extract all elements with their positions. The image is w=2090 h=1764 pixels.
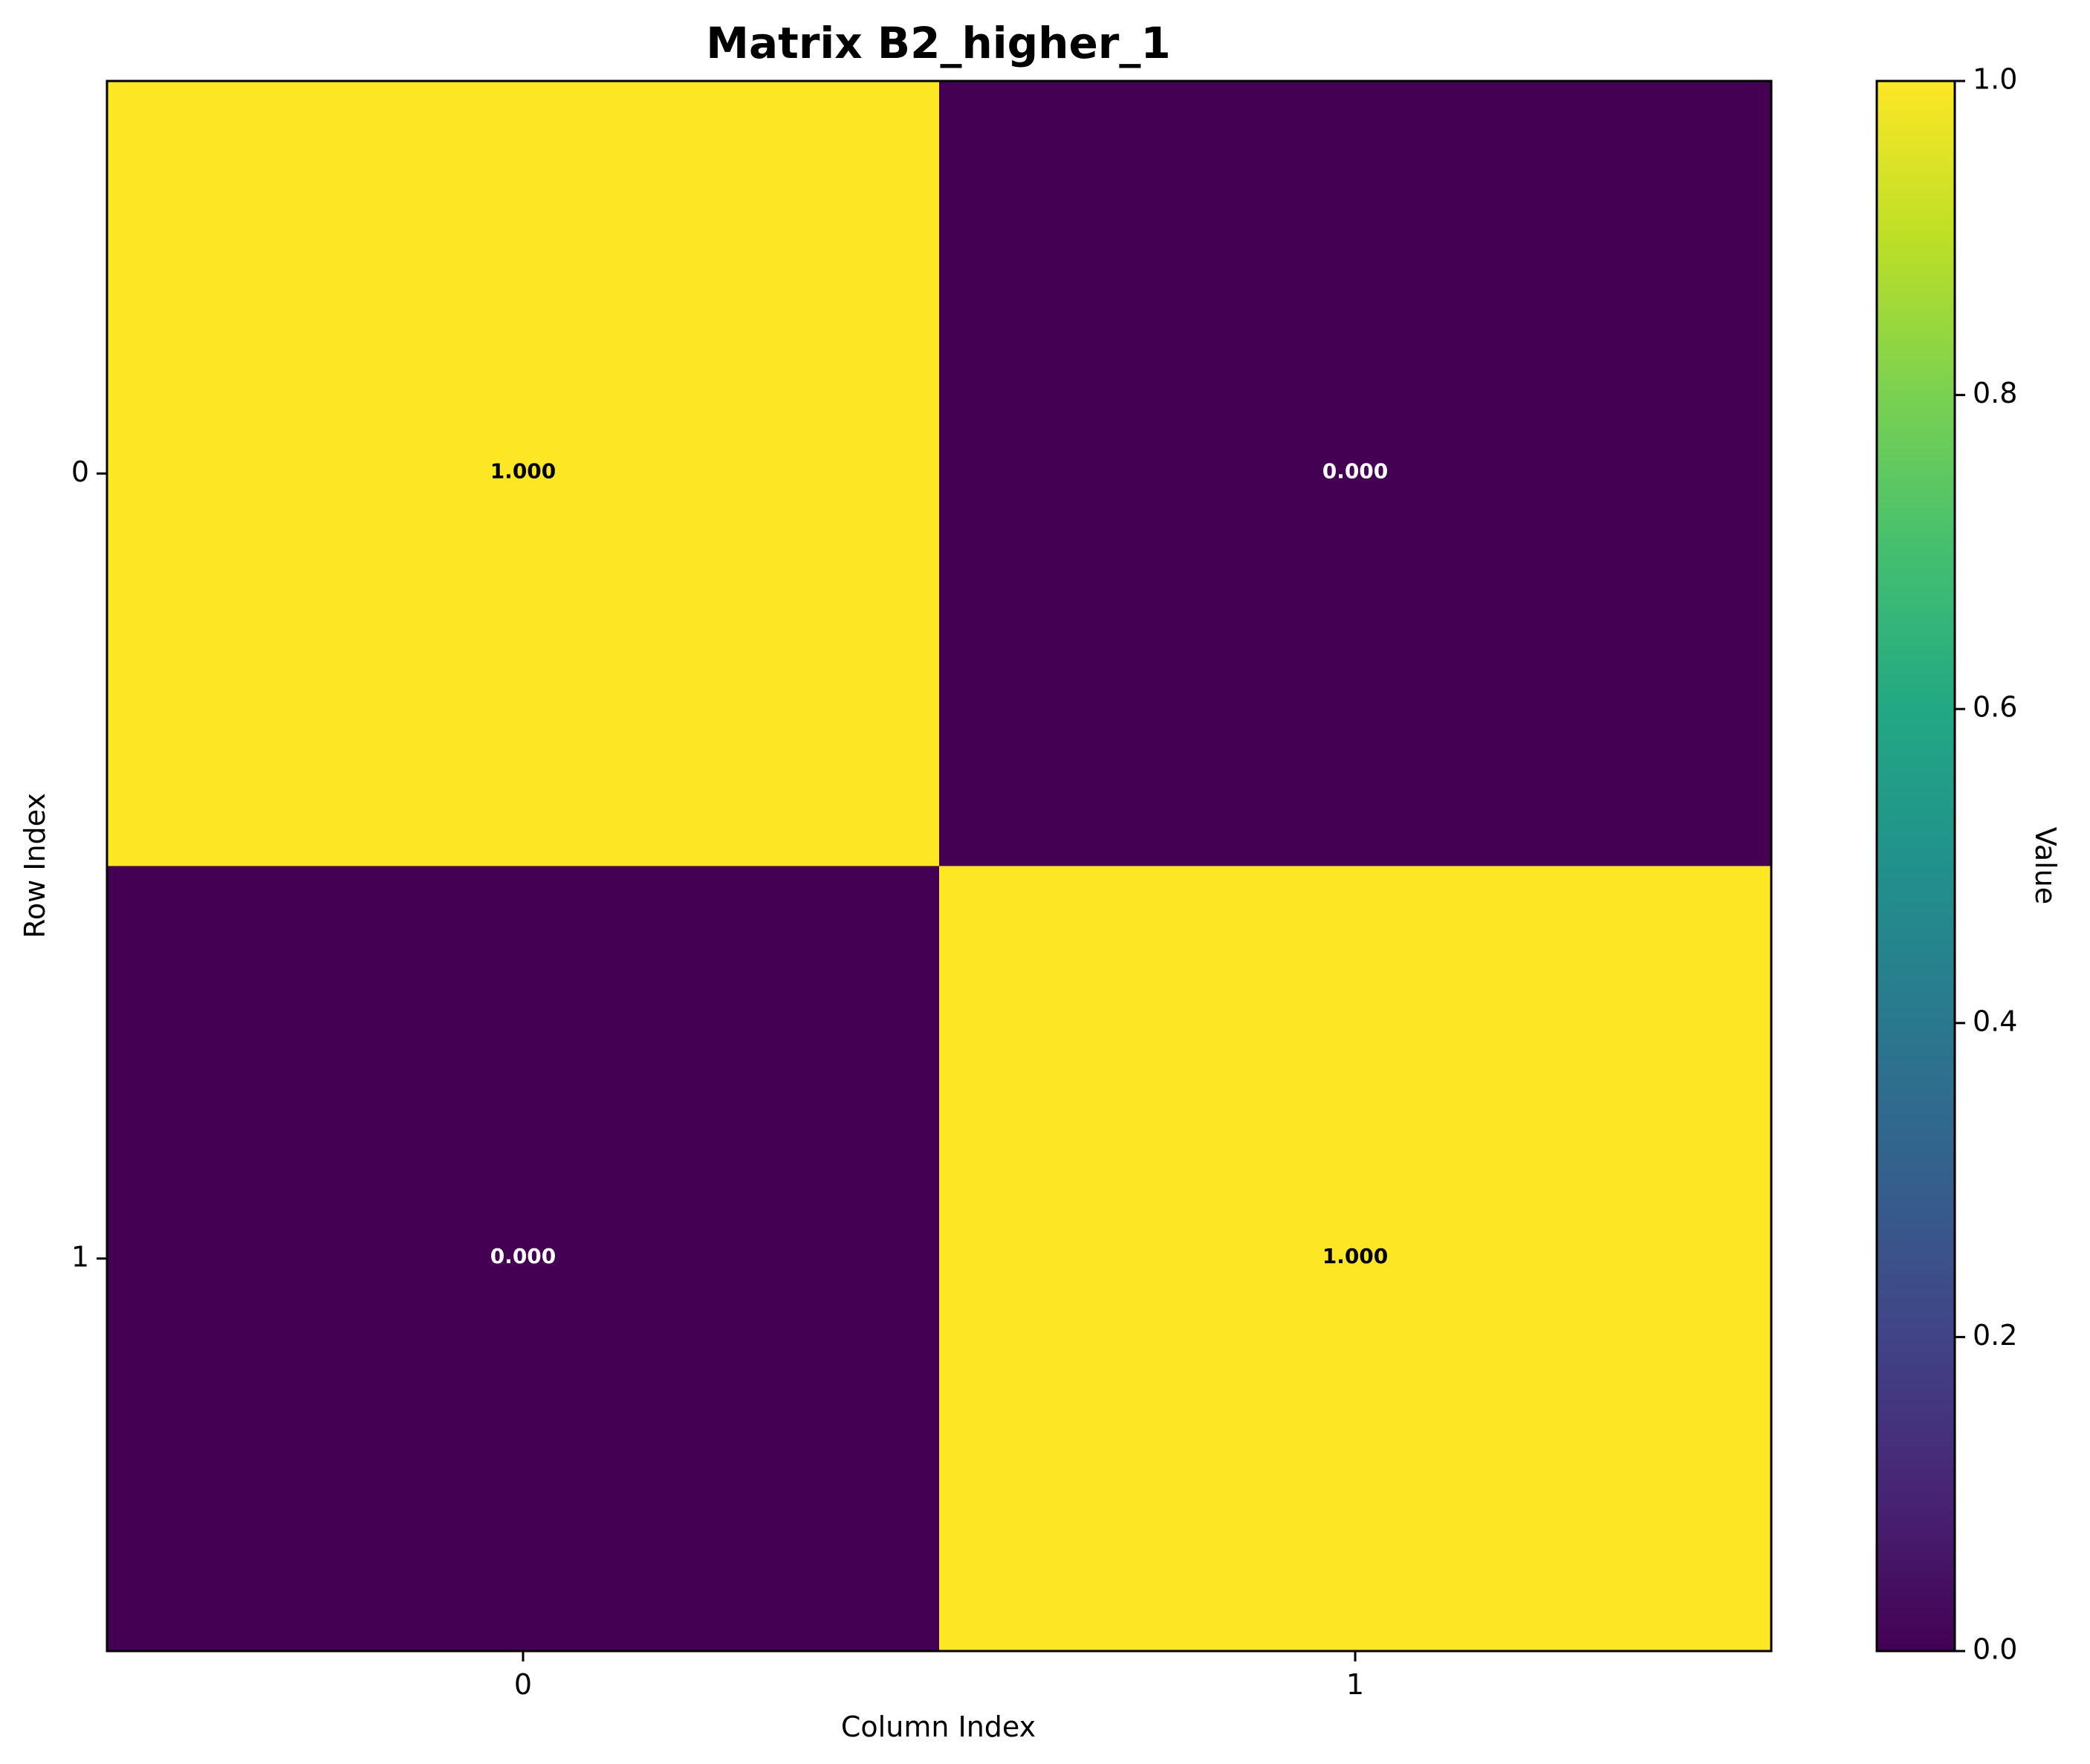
y-axis-label: Row Index — [19, 793, 51, 938]
y-axis-ticks: 01 — [71, 455, 107, 1273]
plot-frame — [106, 80, 1773, 1653]
colorbar-tick-label: 1.0 — [1973, 63, 2017, 96]
cell-value-label: 1.000 — [490, 458, 556, 483]
chart-title: Matrix B2_higher_1 — [706, 18, 1171, 68]
colorbar-tick-label: 0.4 — [1973, 1005, 2017, 1037]
colorbar-tick-label: 0.0 — [1973, 1633, 2017, 1666]
x-tick-label: 1 — [1346, 1668, 1364, 1701]
heatmap-cell — [107, 866, 940, 1652]
y-tick-label: 1 — [71, 1240, 89, 1273]
colorbar-tick-label: 0.6 — [1973, 691, 2017, 724]
colorbar-tick-label: 0.8 — [1973, 377, 2017, 409]
heatmap-cell — [939, 866, 1772, 1652]
colorbar-tick-label: 0.2 — [1973, 1319, 2017, 1352]
heatmap-cells — [107, 81, 1772, 1652]
x-tick-label: 0 — [514, 1668, 532, 1701]
cell-value-label: 1.000 — [1323, 1244, 1389, 1268]
cell-value-label: 0.000 — [490, 1244, 556, 1268]
heatmap-cell — [939, 81, 1772, 866]
heatmap-cell — [107, 81, 940, 866]
colorbar-label: Value — [2029, 827, 2062, 904]
cell-value-label: 0.000 — [1323, 458, 1389, 483]
y-tick-label: 0 — [71, 455, 89, 488]
colorbar-ticks: 0.0 0.2 0.4 0.6 0.8 1.0 — [1955, 63, 2017, 1666]
colorbar — [1875, 80, 1956, 1653]
x-axis-label: Column Index — [841, 1711, 1036, 1743]
heatmap-value-labels: 1.000 0.000 0.000 1.000 — [490, 458, 1389, 1268]
